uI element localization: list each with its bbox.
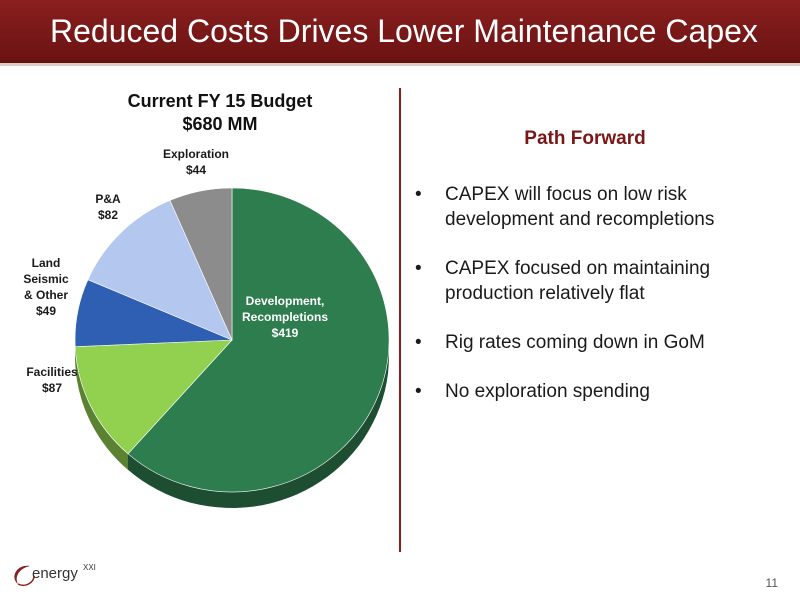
pie-chart: Development, Recompletions $419 Facilities $… bbox=[23, 147, 390, 508]
slice-label-2: Land Seismic & Other $49 bbox=[23, 256, 69, 318]
pie-slice-4 bbox=[169, 187, 233, 341]
bullet-item: • CAPEX focused on maintaining production… bbox=[415, 258, 711, 304]
company-logo: energy XXI bbox=[10, 560, 120, 590]
logo-superscript: XXI bbox=[83, 563, 96, 572]
path-forward-title: Path Forward bbox=[524, 128, 646, 149]
pie-slice-side-0 bbox=[128, 340, 389, 508]
title-bar: Reduced Costs Drives Lower Maintenance C… bbox=[0, 0, 800, 66]
chart-subtitle: $680 MM bbox=[182, 114, 258, 134]
pie-slice-0 bbox=[127, 187, 390, 493]
page-number: 11 bbox=[765, 576, 778, 590]
bullet-icon: • bbox=[415, 184, 422, 205]
bullet-item: • Rig rates coming down in GoM bbox=[415, 332, 705, 353]
path-forward-list: • CAPEX will focus on low risk developmen… bbox=[415, 182, 775, 428]
logo-text: energy bbox=[32, 565, 78, 582]
bullet-icon: • bbox=[415, 258, 422, 279]
pie-slice-3 bbox=[87, 200, 233, 341]
chart-title: Current FY 15 Budget bbox=[127, 91, 313, 111]
bullet-icon: • bbox=[415, 332, 422, 353]
pie-slice-side-1 bbox=[75, 346, 128, 470]
slice-label-0: Development, Recompletions $419 bbox=[242, 294, 328, 340]
bullet-item: • No exploration spending bbox=[415, 381, 650, 402]
pie-slice-1 bbox=[74, 339, 233, 455]
chart-title-block: Current FY 15 Budget $680 MM bbox=[70, 90, 370, 136]
slice-label-1: Facilities $87 bbox=[26, 365, 78, 395]
bullet-icon: • bbox=[415, 381, 422, 402]
slice-label-4: Exploration $44 bbox=[163, 147, 229, 177]
vertical-divider bbox=[399, 88, 401, 552]
swoosh-icon bbox=[14, 565, 35, 587]
slide-title: Reduced Costs Drives Lower Maintenance C… bbox=[50, 13, 758, 49]
bullet-item: • CAPEX will focus on low risk developmen… bbox=[415, 184, 715, 230]
slice-label-3: P&A $82 bbox=[95, 192, 121, 222]
